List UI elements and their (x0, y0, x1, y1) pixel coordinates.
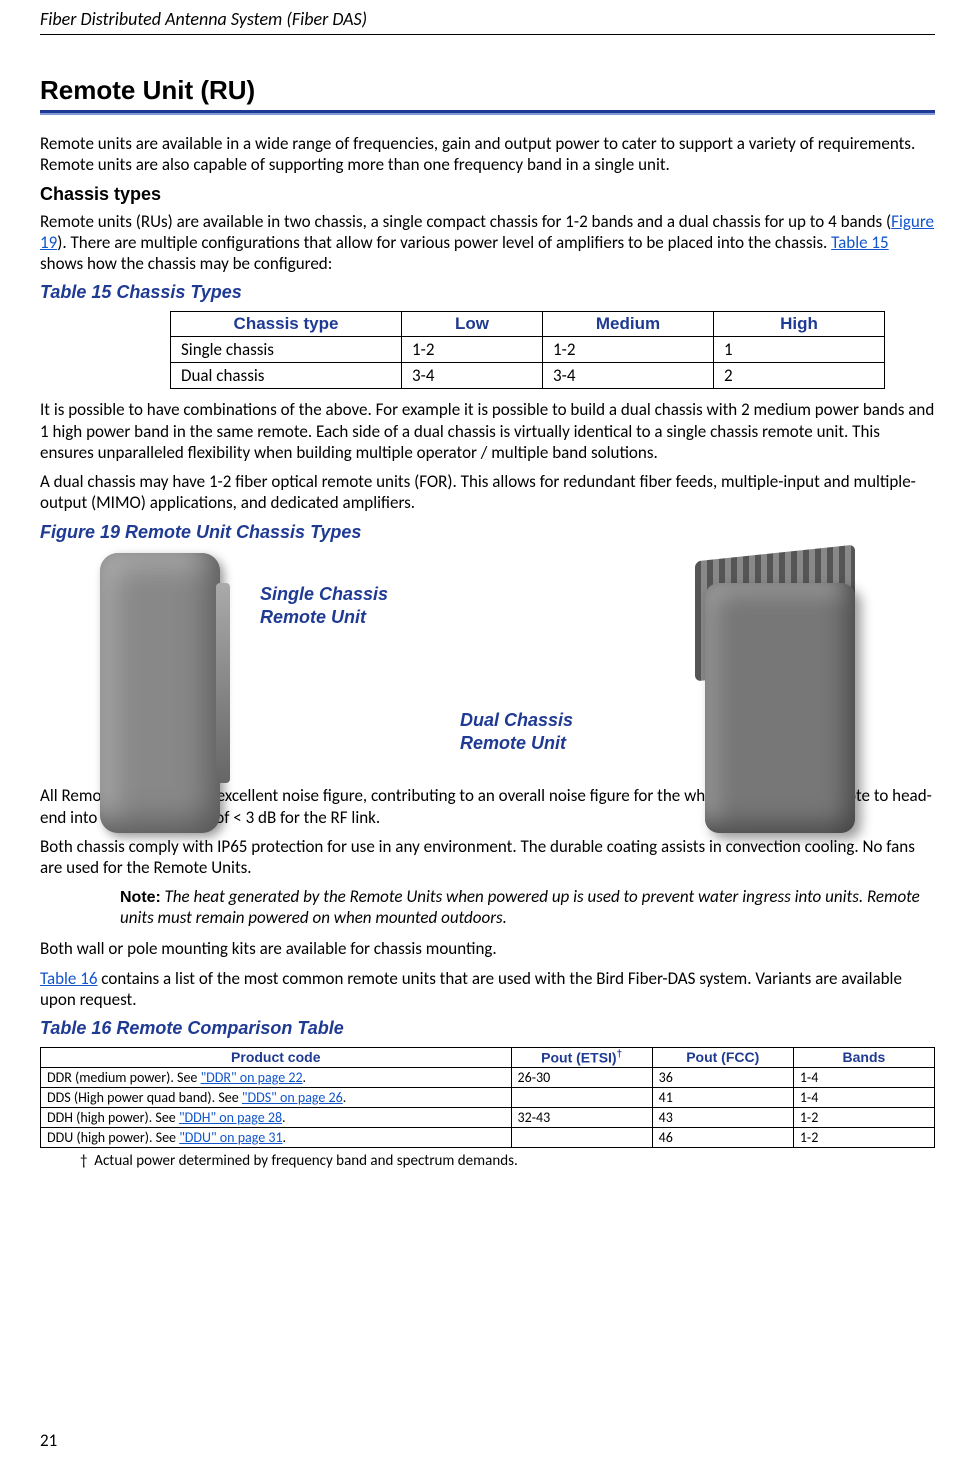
cell: Dual chassis (171, 363, 402, 389)
table-row: Single chassis 1-2 1-2 1 (171, 337, 885, 363)
footnote-text: Actual power determined by frequency ban… (94, 1152, 517, 1170)
footnote-marker: † (80, 1152, 87, 1170)
chassis-types-heading: Chassis types (40, 184, 935, 205)
table-row: Dual chassis 3-4 3-4 2 (171, 363, 885, 389)
cell: DDH (high power). See "DDH" on page 28. (41, 1107, 512, 1127)
title-rule (40, 110, 935, 113)
cell: 1-2 (543, 337, 714, 363)
single-chassis-image (100, 553, 220, 833)
footnote: † Actual power determined by frequency b… (80, 1152, 935, 1170)
cell: 43 (652, 1107, 793, 1127)
table-15: Chassis type Low Medium High Single chas… (170, 311, 885, 389)
col-high: High (714, 312, 885, 337)
cell: 41 (652, 1087, 793, 1107)
col-medium: Medium (543, 312, 714, 337)
ddu-xref[interactable]: "DDU" on page 31 (179, 1129, 282, 1146)
label-line: Dual Chassis (460, 710, 573, 730)
label-line: Remote Unit (460, 733, 566, 753)
cell: Single chassis (171, 337, 402, 363)
col-chassis-type: Chassis type (171, 312, 402, 337)
table-16-intro: Table 16 contains a list of the most com… (40, 968, 935, 1011)
section-title: Remote Unit (RU) (40, 75, 935, 106)
chassis-intro-paragraph: Remote units (RUs) are available in two … (40, 211, 935, 275)
body-paragraph: A dual chassis may have 1-2 fiber optica… (40, 471, 935, 514)
text: shows how the chassis may be configured: (40, 253, 332, 274)
table-16-caption: Table 16 Remote Comparison Table (40, 1018, 935, 1039)
cell: 36 (652, 1067, 793, 1087)
text: ). There are multiple configurations tha… (57, 232, 831, 253)
cell: 26-30 (511, 1067, 652, 1087)
cell: 3-4 (543, 363, 714, 389)
cell: 1-2 (402, 337, 543, 363)
dual-chassis-image (675, 553, 875, 853)
table-row: DDH (high power). See "DDH" on page 28. … (41, 1107, 935, 1127)
cell: 1-2 (793, 1107, 934, 1127)
page-number: 21 (40, 1430, 57, 1451)
cell: 32-43 (511, 1107, 652, 1127)
table-row: Chassis type Low Medium High (171, 312, 885, 337)
cell: DDS (High power quad band). See "DDS" on… (41, 1087, 512, 1107)
intro-paragraph: Remote units are available in a wide ran… (40, 133, 935, 176)
ddr-xref[interactable]: "DDR" on page 22 (201, 1069, 303, 1086)
note-text: The heat generated by the Remote Units w… (120, 886, 920, 928)
table-row: DDR (medium power). See "DDR" on page 22… (41, 1067, 935, 1087)
label-line: Single Chassis (260, 584, 388, 604)
cell: 2 (714, 363, 885, 389)
cell: 1-4 (793, 1087, 934, 1107)
table-15-xref[interactable]: Table 15 (831, 232, 888, 253)
cell: 3-4 (402, 363, 543, 389)
single-chassis-label: Single Chassis Remote Unit (260, 583, 388, 630)
cell (511, 1127, 652, 1147)
text: contains a list of the most common remot… (40, 968, 902, 1010)
cell: 1-2 (793, 1127, 934, 1147)
label-line: Remote Unit (260, 607, 366, 627)
note-label: Note: (120, 889, 161, 906)
body-paragraph: It is possible to have combinations of t… (40, 399, 935, 463)
footnote-marker: † (617, 1049, 622, 1060)
col-pout-fcc: Pout (FCC) (652, 1048, 793, 1068)
table-row: DDU (high power). See "DDU" on page 31. … (41, 1127, 935, 1147)
cell: 1-4 (793, 1067, 934, 1087)
cell: DDU (high power). See "DDU" on page 31. (41, 1127, 512, 1147)
col-bands: Bands (793, 1048, 934, 1068)
cell: DDR (medium power). See "DDR" on page 22… (41, 1067, 512, 1087)
col-pout-etsi: Pout (ETSI)† (511, 1048, 652, 1068)
dual-chassis-label: Dual Chassis Remote Unit (460, 709, 660, 756)
note-block: Note: The heat generated by the Remote U… (120, 886, 935, 928)
col-product-code: Product code (41, 1048, 512, 1068)
document-header: Fiber Distributed Antenna System (Fiber … (40, 0, 935, 35)
cell: 46 (652, 1127, 793, 1147)
table-15-caption: Table 15 Chassis Types (40, 282, 935, 303)
table-16: Product code Pout (ETSI)† Pout (FCC) Ban… (40, 1047, 935, 1148)
text: Remote units (RUs) are available in two … (40, 211, 891, 232)
table-16-xref[interactable]: Table 16 (40, 968, 97, 989)
ddh-xref[interactable]: "DDH" on page 28 (179, 1109, 282, 1126)
cell (511, 1087, 652, 1107)
table-row: Product code Pout (ETSI)† Pout (FCC) Ban… (41, 1048, 935, 1068)
table-row: DDS (High power quad band). See "DDS" on… (41, 1087, 935, 1107)
dds-xref[interactable]: "DDS" on page 26 (242, 1089, 343, 1106)
col-low: Low (402, 312, 543, 337)
figure-19-caption: Figure 19 Remote Unit Chassis Types (40, 522, 935, 543)
body-paragraph: Both wall or pole mounting kits are avai… (40, 938, 935, 959)
cell: 1 (714, 337, 885, 363)
